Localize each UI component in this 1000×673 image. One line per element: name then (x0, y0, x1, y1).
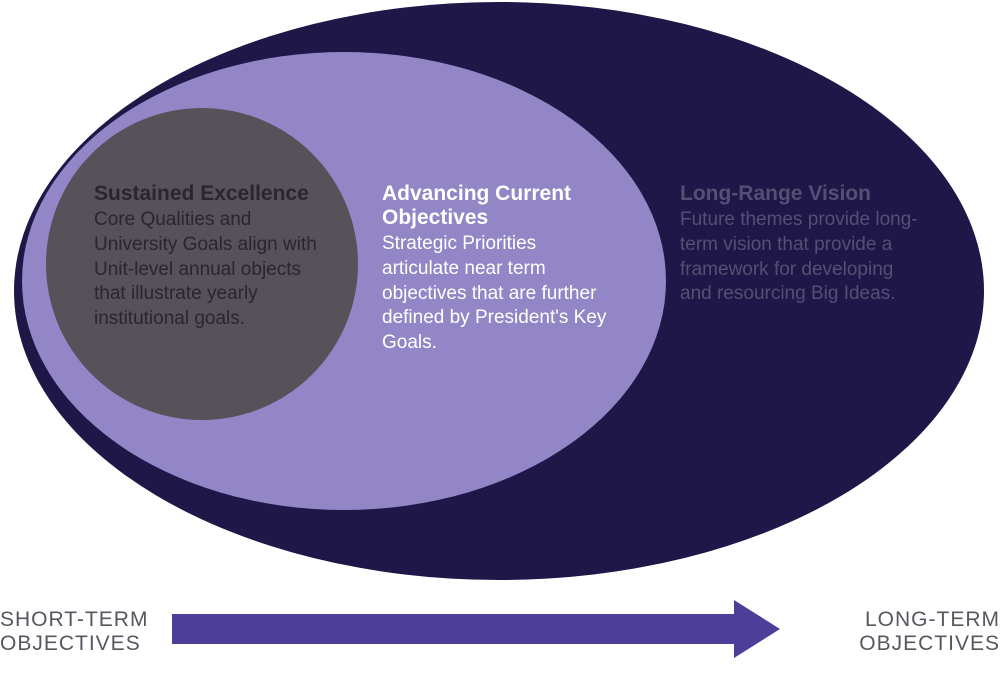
short-term-label-line2: OBJECTIVES (0, 632, 141, 655)
advancing-objectives-block: Advancing Current Objectives Strategic P… (382, 182, 614, 356)
advancing-objectives-title: Advancing Current Objectives (382, 182, 614, 230)
long-term-label: LONG-TERM OBJECTIVES (859, 608, 1000, 656)
short-term-label: SHORT-TERM OBJECTIVES (0, 608, 148, 656)
sustained-excellence-body: Core Qualities and University Goals alig… (94, 208, 326, 331)
timeline-arrow-head (734, 600, 780, 658)
long-term-label-line2: OBJECTIVES (859, 632, 1000, 655)
long-range-vision-block: Long-Range Vision Future themes provide … (680, 182, 920, 307)
diagram-stage: Sustained Excellence Core Qualities and … (0, 0, 1000, 673)
timeline-arrow-bar (172, 614, 734, 644)
long-term-label-line1: LONG-TERM (865, 608, 1000, 631)
short-term-label-line1: SHORT-TERM (0, 608, 148, 631)
sustained-excellence-block: Sustained Excellence Core Qualities and … (94, 182, 326, 332)
sustained-excellence-title: Sustained Excellence (94, 182, 326, 206)
long-range-vision-title: Long-Range Vision (680, 182, 920, 206)
long-range-vision-body: Future themes provide long-term vision t… (680, 208, 920, 307)
advancing-objectives-body: Strategic Priorities articulate near ter… (382, 232, 614, 355)
